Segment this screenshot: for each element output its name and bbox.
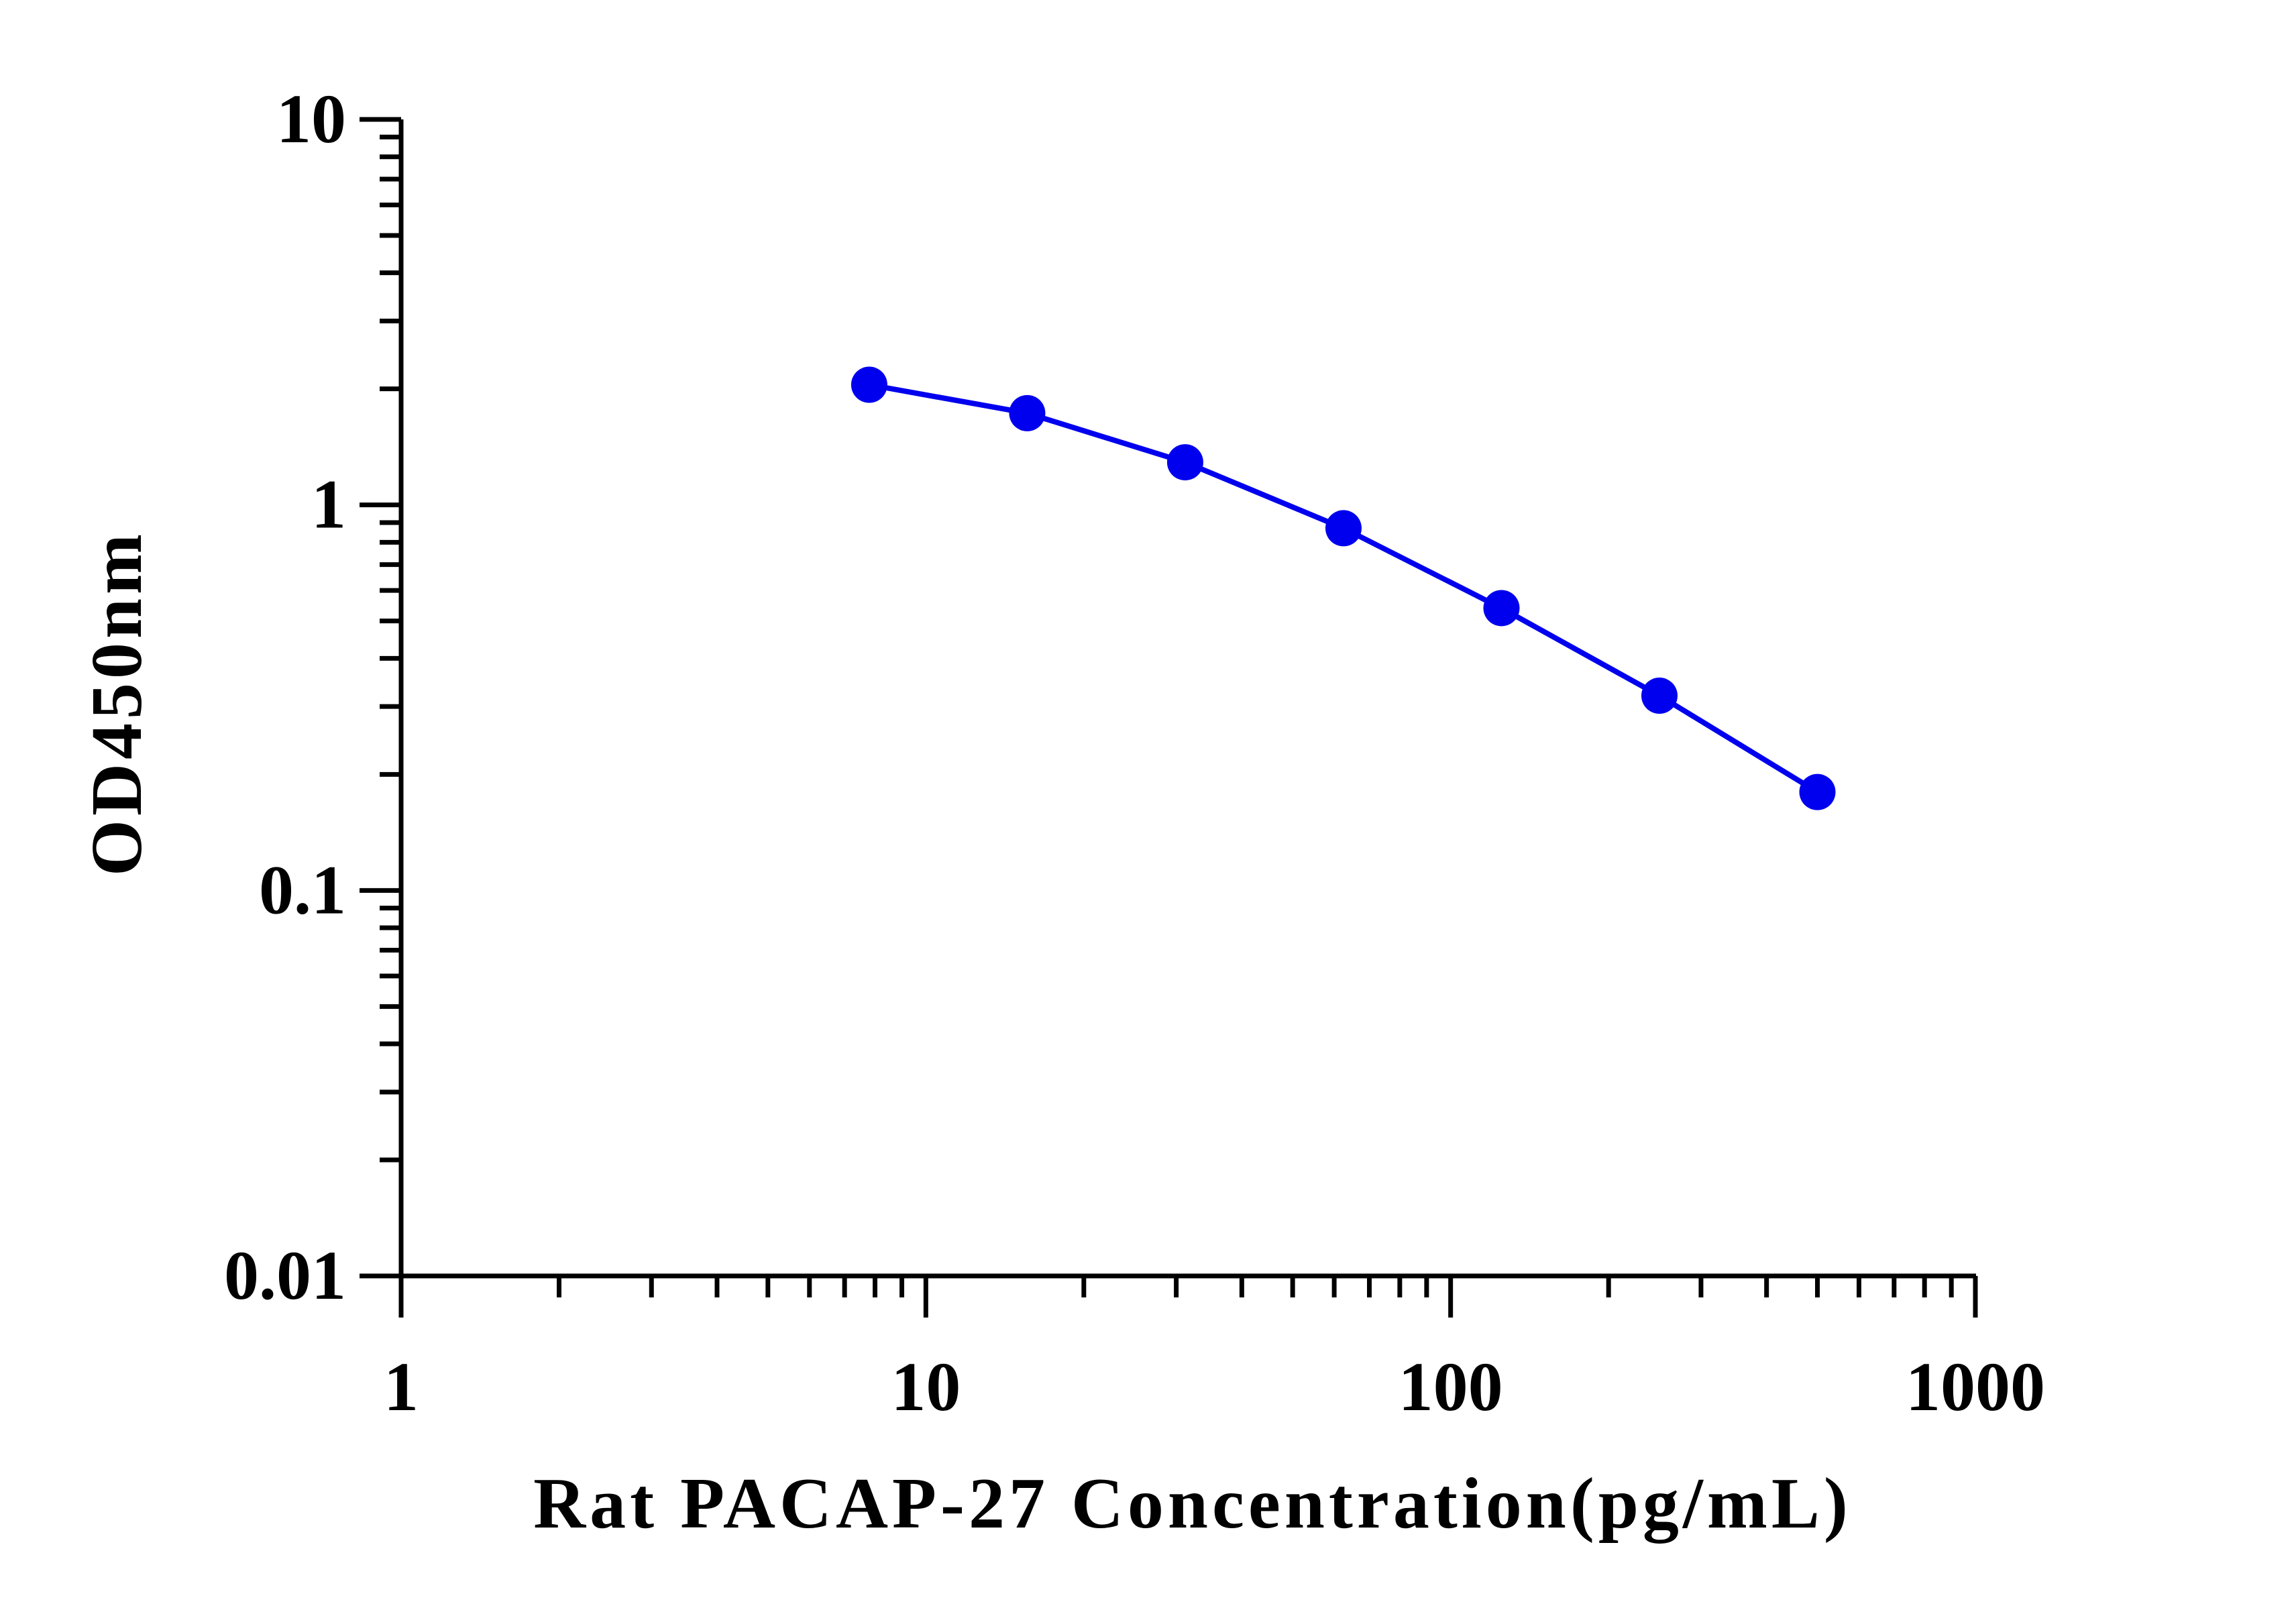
x-tick-label: 100 xyxy=(1399,1348,1503,1426)
x-tick-label: 1 xyxy=(384,1348,419,1426)
data-point xyxy=(1325,510,1362,547)
y-tick-label: 0.1 xyxy=(259,851,346,928)
series-line xyxy=(869,382,1819,795)
y-tick-label: 1 xyxy=(311,466,346,543)
data-point xyxy=(1166,444,1203,481)
x-axis-title: Rat PACAP-27 Concentration(pg/mL) xyxy=(533,1464,1852,1544)
y-tick-label: 0.01 xyxy=(224,1237,346,1314)
data-point xyxy=(851,366,887,403)
series-layer xyxy=(851,366,1836,810)
data-point xyxy=(1009,394,1046,431)
y-tick-label: 10 xyxy=(276,81,346,158)
data-point xyxy=(1799,773,1836,810)
data-point xyxy=(1483,590,1520,627)
data-point xyxy=(1641,678,1678,714)
x-tick-label: 10 xyxy=(891,1348,961,1426)
y-axis-title: OD450nm xyxy=(77,530,157,876)
axes: 0.01 0.1 1 10 1 10 100 1000 xyxy=(224,81,2045,1426)
x-tick-label: 1000 xyxy=(1906,1348,2045,1426)
